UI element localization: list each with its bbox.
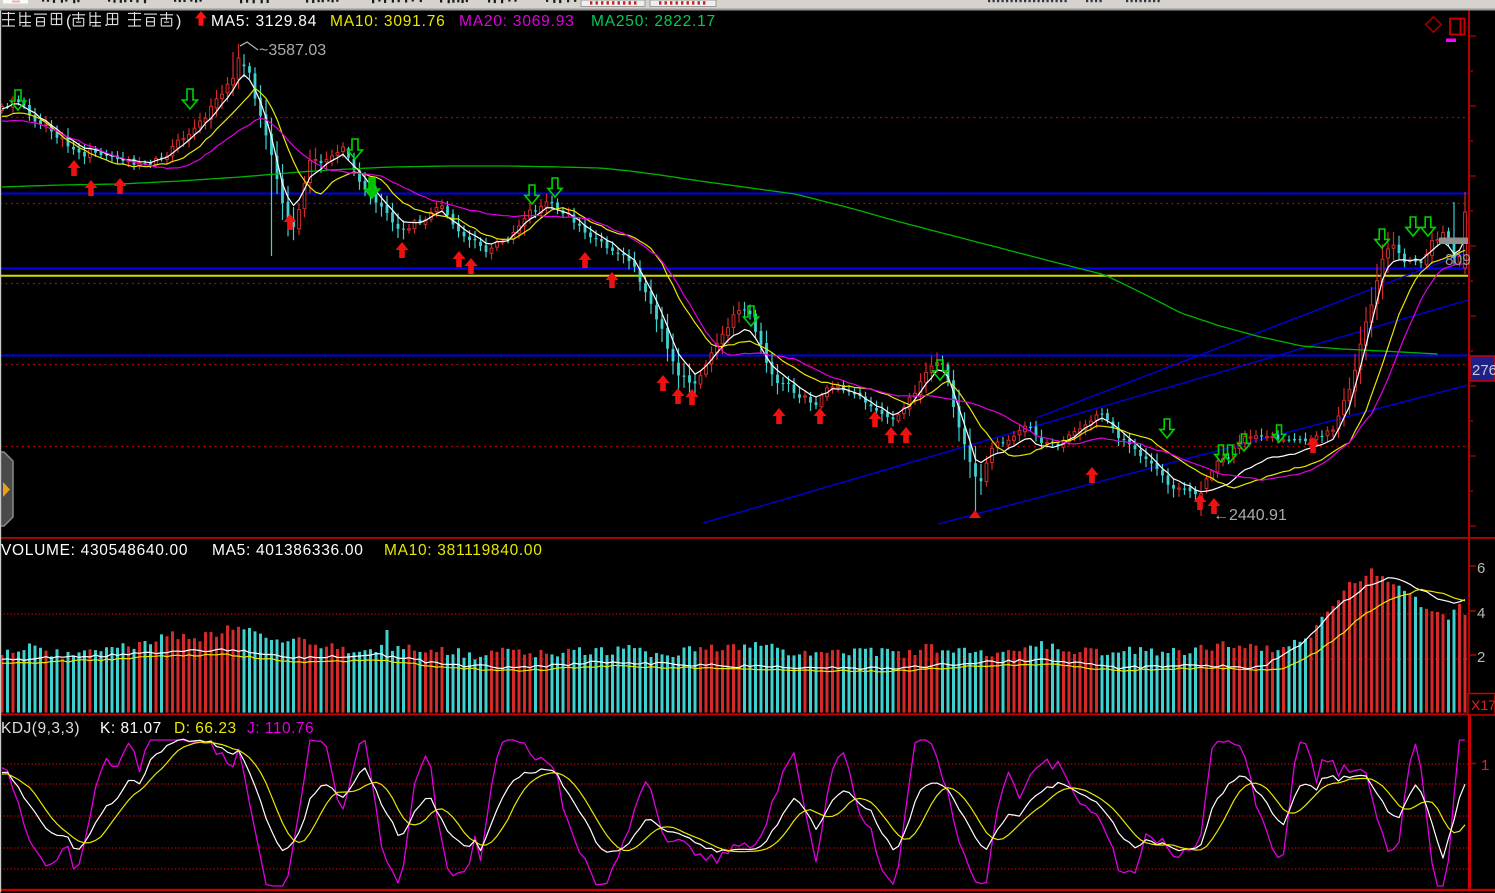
svg-text:(: (	[66, 13, 72, 30]
svg-text:809: 809	[1445, 252, 1471, 269]
svg-text:K: 81.07: K: 81.07	[100, 720, 162, 737]
svg-text:6: 6	[1477, 560, 1485, 577]
svg-text:KDJ(9,3,3): KDJ(9,3,3)	[1, 720, 80, 737]
svg-text:MA5: 3129.84: MA5: 3129.84	[211, 13, 317, 30]
svg-text:1: 1	[1481, 757, 1489, 774]
svg-text:MA250: 2822.17: MA250: 2822.17	[591, 13, 716, 30]
svg-text:2: 2	[1477, 649, 1485, 666]
svg-text:D: 66.23: D: 66.23	[174, 720, 237, 737]
svg-text:): )	[176, 13, 181, 30]
svg-text:~3587.03: ~3587.03	[259, 42, 326, 59]
svg-text:MA10: 381119840.00: MA10: 381119840.00	[384, 542, 543, 559]
svg-text:MA20: 3069.93: MA20: 3069.93	[459, 13, 575, 30]
svg-text:MA10: 3091.76: MA10: 3091.76	[330, 13, 446, 30]
svg-text:VOLUME: 430548640.00: VOLUME: 430548640.00	[1, 542, 188, 559]
svg-text:MA5: 401386336.00: MA5: 401386336.00	[212, 542, 364, 559]
svg-text:←2440.91: ←2440.91	[1213, 507, 1287, 524]
svg-text:J: 110.76: J: 110.76	[247, 720, 314, 737]
svg-text:4: 4	[1477, 605, 1485, 622]
svg-text:X17: X17	[1471, 697, 1495, 713]
svg-text:276: 276	[1472, 362, 1495, 379]
svg-text:.: .	[104, 13, 108, 30]
